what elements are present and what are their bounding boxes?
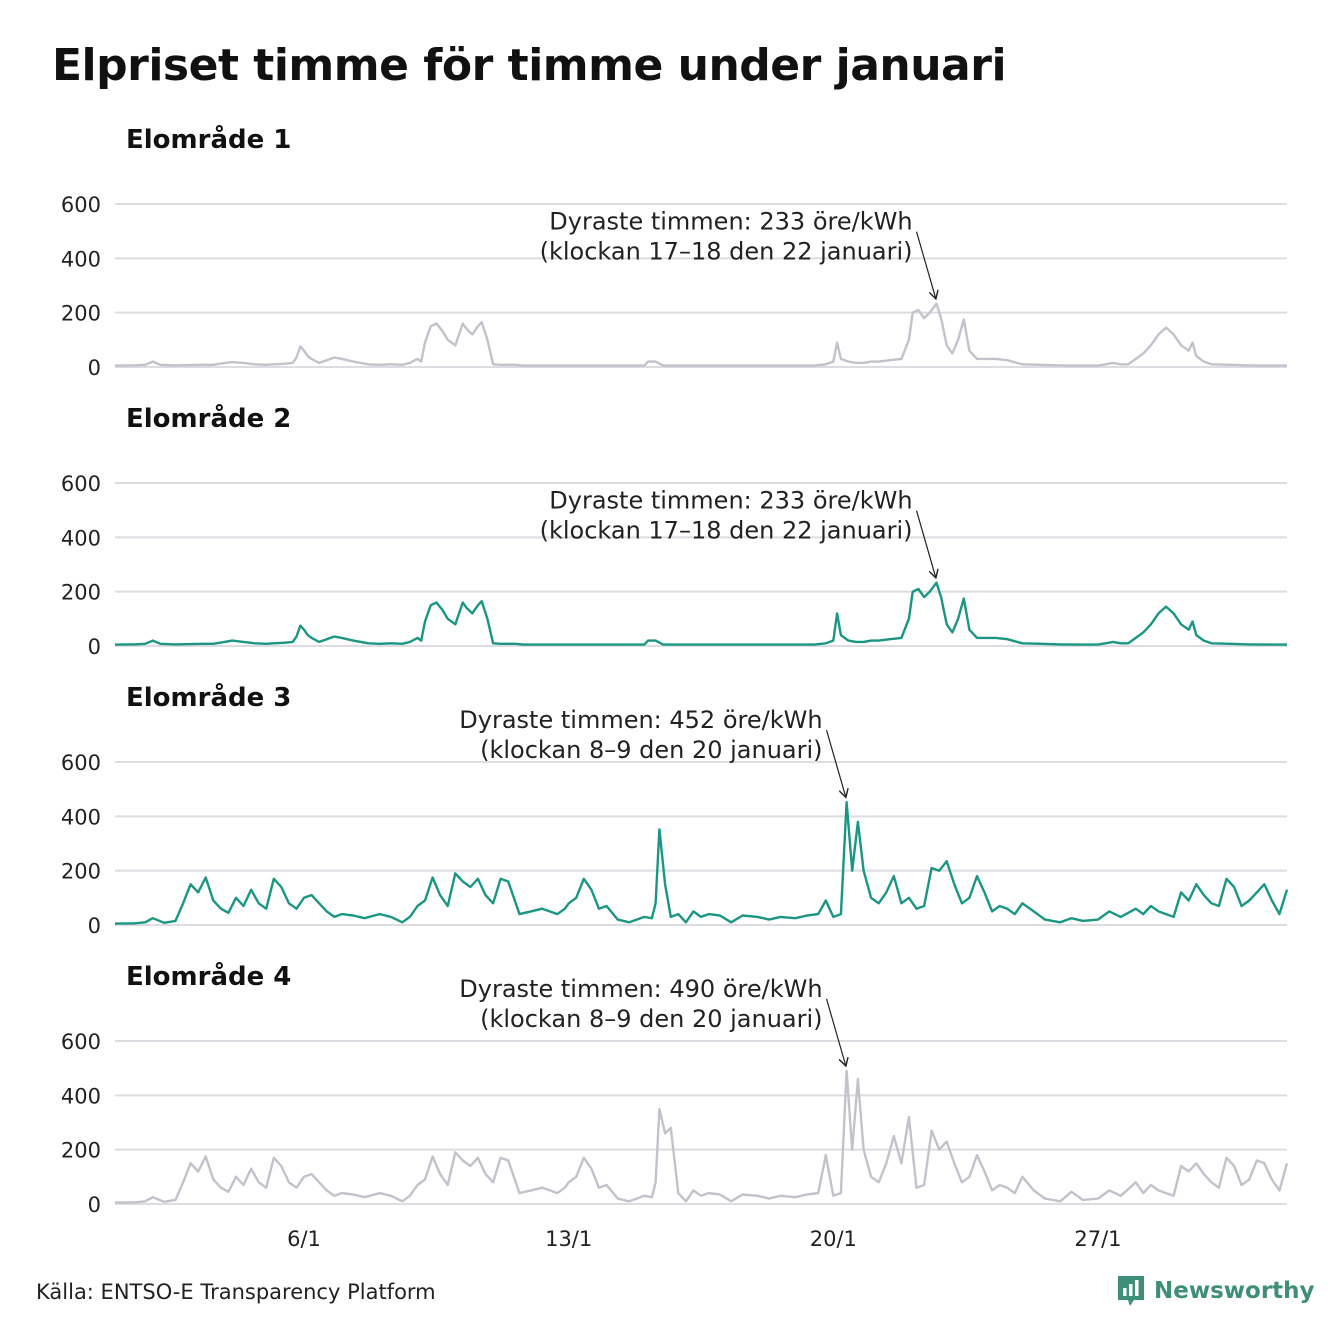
x-tick-label: 6/1 <box>287 1227 321 1251</box>
brand-logo: Newsworthy <box>1116 1274 1315 1308</box>
y-tick-label: 0 <box>88 914 101 938</box>
x-tick-label: 13/1 <box>545 1227 592 1251</box>
newsworthy-icon <box>1118 1276 1144 1306</box>
chart-panel-1: Elområde 1 0 200 400 600 Dyraste timmen: 233 … <box>61 123 1287 380</box>
chart-panel-3: Elområde 3 0 200 400 600 Dyraste timmen: 452 … <box>61 681 1289 938</box>
y-tick-label: 600 <box>61 751 101 775</box>
panel-title: Elområde 4 <box>126 960 291 992</box>
panel-title: Elområde 2 <box>126 402 291 434</box>
x-tick-label: 27/1 <box>1074 1227 1121 1251</box>
annotation-line-1: Dyraste timmen: 490 öre/kWh <box>459 975 822 1003</box>
annotation-arrow <box>915 510 936 577</box>
price-line <box>114 1069 1289 1204</box>
x-tick-label: 20/1 <box>810 1227 857 1251</box>
annotation-arrow <box>825 730 846 796</box>
panel-title: Elområde 3 <box>126 681 291 713</box>
annotation-line-1: Dyraste timmen: 452 öre/kWh <box>459 706 822 734</box>
source-note: Källa: ENTSO-E Transparency Platform <box>36 1280 436 1304</box>
price-line <box>114 581 1287 646</box>
y-tick-label: 600 <box>61 472 101 496</box>
y-tick-label: 600 <box>61 193 101 217</box>
annotation-line-2: (klockan 8–9 den 20 januari) <box>480 1005 822 1033</box>
annotation-line-2: (klockan 8–9 den 20 januari) <box>480 736 822 764</box>
annotation-arrow <box>915 231 936 298</box>
y-tick-label: 600 <box>61 1030 101 1054</box>
y-tick-label: 200 <box>61 1139 101 1163</box>
y-tick-label: 400 <box>61 805 101 829</box>
chart-panel-2: Elområde 2 0 200 400 600 Dyraste timmen: 233 … <box>61 402 1287 659</box>
y-tick-label: 400 <box>61 526 101 550</box>
annotation-line-1: Dyraste timmen: 233 öre/kWh <box>549 208 912 236</box>
page-title: Elpriset timme för timme under januari <box>52 40 1007 91</box>
y-tick-label: 200 <box>61 302 101 326</box>
price-line <box>114 801 1289 925</box>
y-tick-label: 0 <box>88 1193 101 1217</box>
y-tick-label: 0 <box>88 635 101 659</box>
y-tick-label: 200 <box>61 860 101 884</box>
annotation-line-2: (klockan 17–18 den 22 januari) <box>540 517 913 545</box>
chart-panel-4: Elområde 4 0 200 400 600 Dyraste timmen: 490 … <box>61 960 1289 1217</box>
annotation-arrow <box>825 998 846 1065</box>
annotation-line-1: Dyraste timmen: 233 öre/kWh <box>549 487 912 515</box>
y-tick-label: 400 <box>61 1084 101 1108</box>
chart-area: Elområde 1 0 200 400 600 Dyraste timmen: 233 … <box>61 123 1289 1251</box>
y-tick-label: 200 <box>61 581 101 605</box>
price-line <box>114 302 1287 367</box>
y-tick-label: 400 <box>61 247 101 271</box>
y-tick-label: 0 <box>88 356 101 380</box>
annotation-line-2: (klockan 17–18 den 22 januari) <box>540 238 913 266</box>
panel-title: Elområde 1 <box>126 123 291 155</box>
brand-name: Newsworthy <box>1154 1278 1315 1304</box>
